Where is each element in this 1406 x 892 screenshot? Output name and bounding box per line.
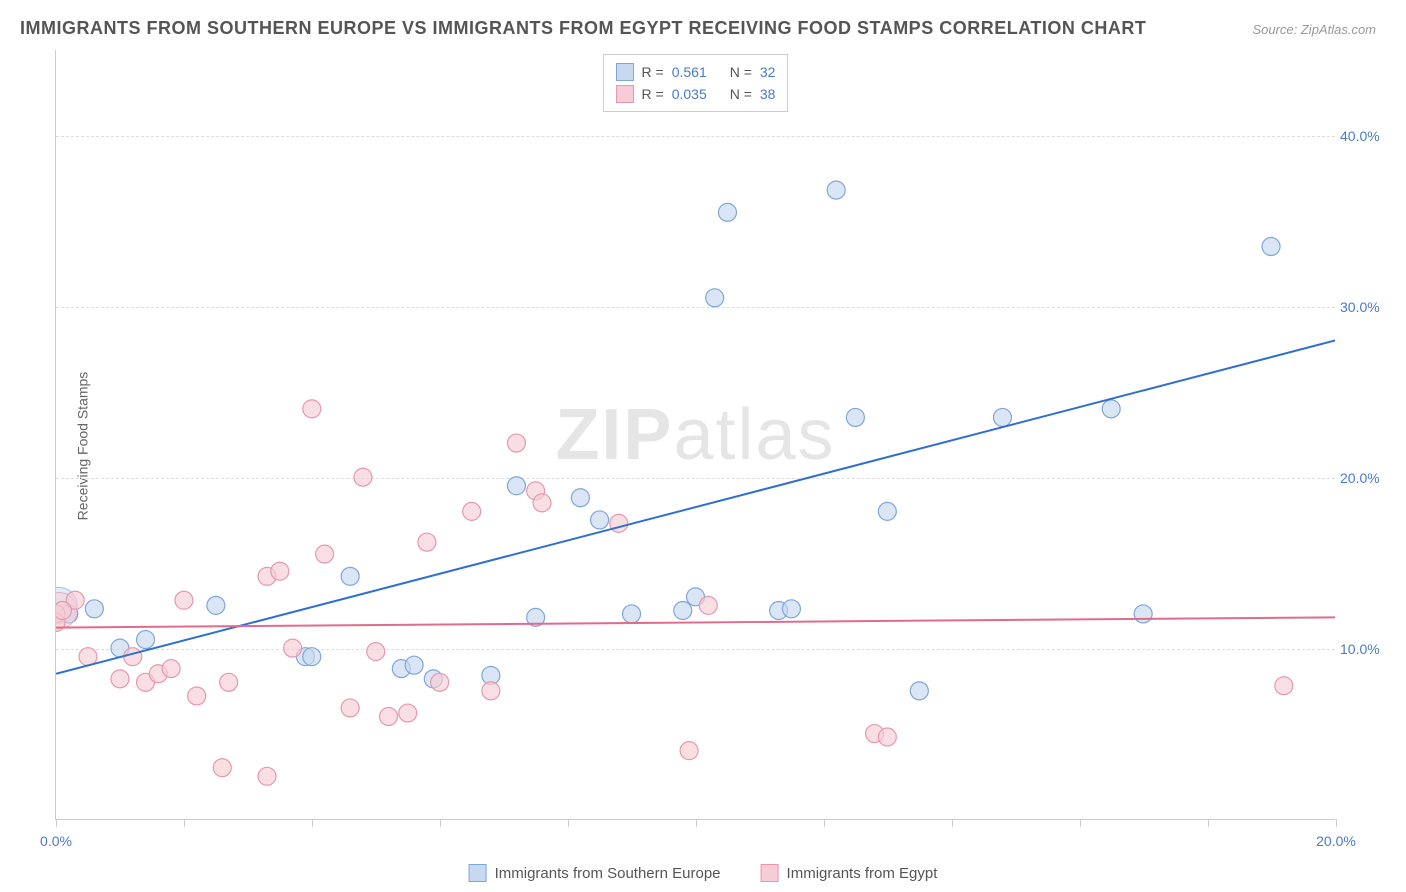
x-tick [1080,819,1081,827]
x-tick-label: 20.0% [1316,833,1356,849]
data-point [303,648,321,666]
data-point [188,687,206,705]
data-point [124,648,142,666]
data-point [316,545,334,563]
series-label: Immigrants from Southern Europe [495,865,721,882]
x-tick [1208,819,1209,827]
y-tick-label: 10.0% [1340,641,1390,657]
data-point [111,670,129,688]
data-point [782,600,800,618]
data-point [220,673,238,691]
legend-r-value: 0.561 [672,64,722,80]
data-point [507,434,525,452]
x-tick-label: 0.0% [40,833,72,849]
data-point [482,682,500,700]
data-point [699,596,717,614]
legend-n-value: 38 [760,86,776,102]
data-point [591,511,609,529]
data-point [258,767,276,785]
legend-r-label: R = [642,86,664,102]
data-point [271,562,289,580]
data-point [431,673,449,691]
data-point [303,400,321,418]
data-point [533,494,551,512]
legend-r-value: 0.035 [672,86,722,102]
trend-line [56,341,1335,674]
y-tick-label: 40.0% [1340,128,1390,144]
data-point [380,707,398,725]
data-point [137,631,155,649]
data-point [571,489,589,507]
legend-swatch [616,63,634,81]
series-legend-item: Immigrants from Egypt [761,864,938,882]
data-point [706,289,724,307]
data-point [674,602,692,620]
series-legend: Immigrants from Southern Europe Immigrant… [469,864,938,882]
data-point [162,660,180,678]
x-tick [440,819,441,827]
x-tick [184,819,185,827]
data-point [85,600,103,618]
legend-r-label: R = [642,64,664,80]
y-tick-label: 30.0% [1340,299,1390,315]
y-tick-label: 20.0% [1340,470,1390,486]
x-tick [696,819,697,827]
data-point [284,639,302,657]
data-point [623,605,641,623]
data-point [993,408,1011,426]
data-point [827,181,845,199]
legend-n-label: N = [730,64,752,80]
x-tick [312,819,313,827]
legend-n-value: 32 [760,64,776,80]
x-tick [952,819,953,827]
plot-area: ZIPatlas R =0.561N =32R =0.035N =38 10.0… [55,50,1335,820]
data-point [418,533,436,551]
x-tick [824,819,825,827]
data-point [463,502,481,520]
data-point [1134,605,1152,623]
legend-n-label: N = [730,86,752,102]
data-point [1275,677,1293,695]
correlation-legend: R = 0.561 N = 32 R = 0.035 N = 38 [603,54,789,112]
series-legend-item: Immigrants from Southern Europe [469,864,721,882]
chart-title: IMMIGRANTS FROM SOUTHERN EUROPE VS IMMIG… [20,18,1146,39]
legend-swatch [761,864,779,882]
data-point [341,699,359,717]
data-point [207,596,225,614]
data-point [405,656,423,674]
x-tick [1336,819,1337,827]
data-point [367,643,385,661]
data-point [718,203,736,221]
legend-swatch [469,864,487,882]
chart-container: IMMIGRANTS FROM SOUTHERN EUROPE VS IMMIG… [0,0,1406,892]
data-point [878,502,896,520]
data-point [680,742,698,760]
series-label: Immigrants from Egypt [787,865,938,882]
data-point [399,704,417,722]
x-tick [568,819,569,827]
data-point [354,468,372,486]
data-point [846,408,864,426]
data-point [341,567,359,585]
legend-row: R = 0.561 N = 32 [616,61,776,83]
legend-row: R = 0.035 N = 38 [616,83,776,105]
data-point [56,602,71,620]
data-point [507,477,525,495]
data-point [910,682,928,700]
legend-swatch [616,85,634,103]
data-point [1102,400,1120,418]
data-point [213,759,231,777]
chart-svg [56,50,1335,819]
data-point [1262,238,1280,256]
x-tick [56,819,57,827]
source-attribution: Source: ZipAtlas.com [1252,22,1376,37]
data-point [175,591,193,609]
data-point [878,728,896,746]
